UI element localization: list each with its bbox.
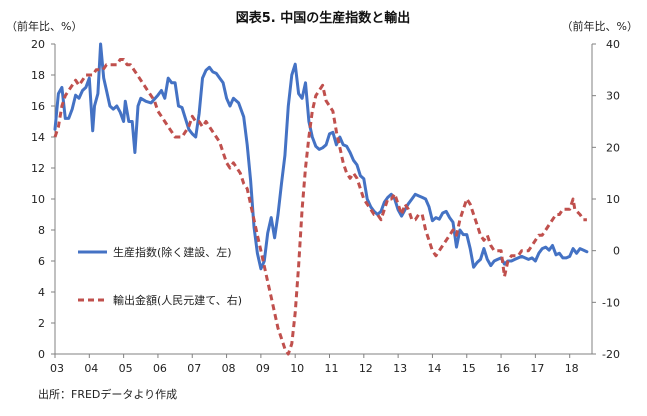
y-left-tick-label: 20 [31,38,45,51]
y-left-tick-label: 14 [31,131,45,144]
x-tick-label: 06 [153,362,167,375]
y-left-tick-label: 0 [38,348,45,361]
series-lines [53,42,589,356]
chart-title: 図表5. 中国の生産指数と輸出 [236,10,411,26]
x-tick-label: 11 [325,362,339,375]
y-left-tick-label: 18 [31,69,45,82]
y-left-tick-label: 10 [31,193,45,206]
x-tick-label: 14 [427,362,441,375]
legend: 生産指数(除く建設、左) 輸出金額(人民元建て、右) [78,245,242,307]
y-right-tick-label: 20 [606,141,620,154]
y-left-tick-label: 2 [38,317,45,330]
y-right-tick-label: 30 [606,90,620,103]
x-tick-label: 15 [462,362,476,375]
y-left-tick-label: 12 [31,162,45,175]
y-left-tick-label: 16 [31,100,45,113]
x-tick-label: 18 [565,362,579,375]
x-tick-label: 17 [530,362,544,375]
series-line-exports [53,58,587,356]
x-tick-label: 07 [187,362,201,375]
x-tick-label: 03 [50,362,64,375]
x-tick-label: 05 [119,362,133,375]
x-tick-label: 10 [290,362,304,375]
x-tick-label: 08 [222,362,236,375]
axes: 0 2 4 6 8 10 12 14 16 18 20 -20 -10 0 10 20 30 40 03 04 05 06… [31,38,620,375]
y-right-tick-label: 40 [606,38,620,51]
y-left-tick-label: 8 [38,224,45,237]
series-line-production [53,42,589,271]
y-right-tick-label: 10 [606,193,620,206]
x-tick-label: 13 [393,362,407,375]
y-left-tick-label: 4 [38,286,45,299]
y-right-tick-label: 0 [613,245,620,258]
y-right-unit-label: （前年比、%） [562,19,638,33]
source-note: 出所：FREDデータより作成 [38,387,177,401]
legend-label-exports: 輸出金額(人民元建て、右) [113,293,242,307]
legend-label-production: 生産指数(除く建設、左) [113,245,232,259]
y-left-tick-label: 6 [38,255,45,268]
x-tick-label: 12 [359,362,373,375]
x-tick-label: 09 [256,362,270,375]
y-left-unit-label: （前年比、%） [6,19,82,33]
x-tick-label: 04 [84,362,98,375]
y-right-tick-label: -20 [602,348,620,361]
y-right-tick-label: -10 [602,296,620,309]
x-tick-label: 16 [496,362,510,375]
